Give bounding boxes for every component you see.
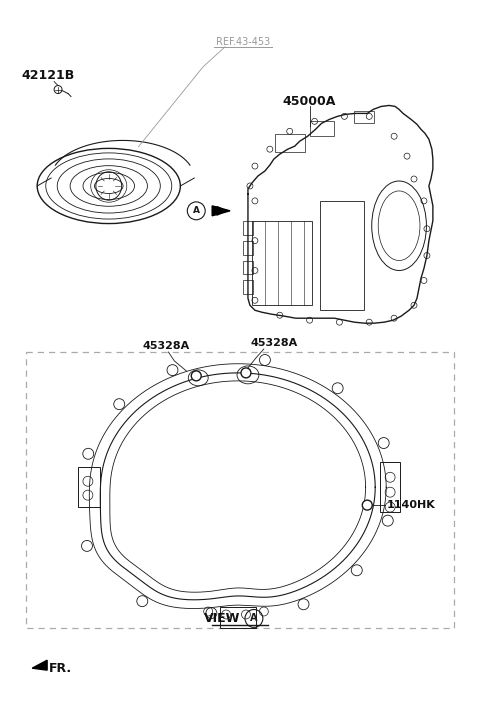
Bar — [310, 121, 335, 136]
Bar — [78, 467, 100, 507]
Circle shape — [241, 368, 251, 378]
Bar — [220, 606, 256, 628]
Text: A: A — [193, 206, 200, 215]
Text: A: A — [250, 614, 258, 623]
Polygon shape — [32, 660, 47, 670]
Bar — [380, 462, 400, 512]
Bar — [354, 112, 374, 124]
Text: 45000A: 45000A — [283, 95, 336, 108]
Text: FR.: FR. — [49, 662, 72, 675]
Text: VIEW: VIEW — [204, 612, 240, 625]
Text: 1140HK: 1140HK — [387, 500, 436, 510]
Text: REF.43-453: REF.43-453 — [216, 37, 270, 47]
Bar — [243, 221, 253, 234]
Bar — [243, 241, 253, 255]
Circle shape — [362, 500, 372, 510]
Circle shape — [192, 371, 201, 381]
Text: 45328A: 45328A — [250, 338, 298, 348]
Bar — [252, 221, 312, 305]
Text: 45328A: 45328A — [143, 341, 190, 351]
Text: 42121B: 42121B — [22, 69, 75, 82]
Bar — [275, 134, 305, 152]
Bar — [320, 201, 364, 310]
Bar — [26, 352, 454, 628]
Polygon shape — [212, 206, 230, 216]
Bar — [243, 280, 253, 294]
Bar — [243, 261, 253, 275]
